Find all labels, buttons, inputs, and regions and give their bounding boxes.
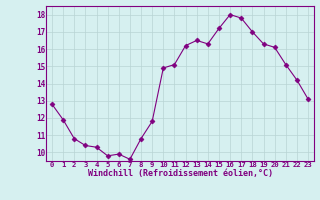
X-axis label: Windchill (Refroidissement éolien,°C): Windchill (Refroidissement éolien,°C): [87, 169, 273, 178]
